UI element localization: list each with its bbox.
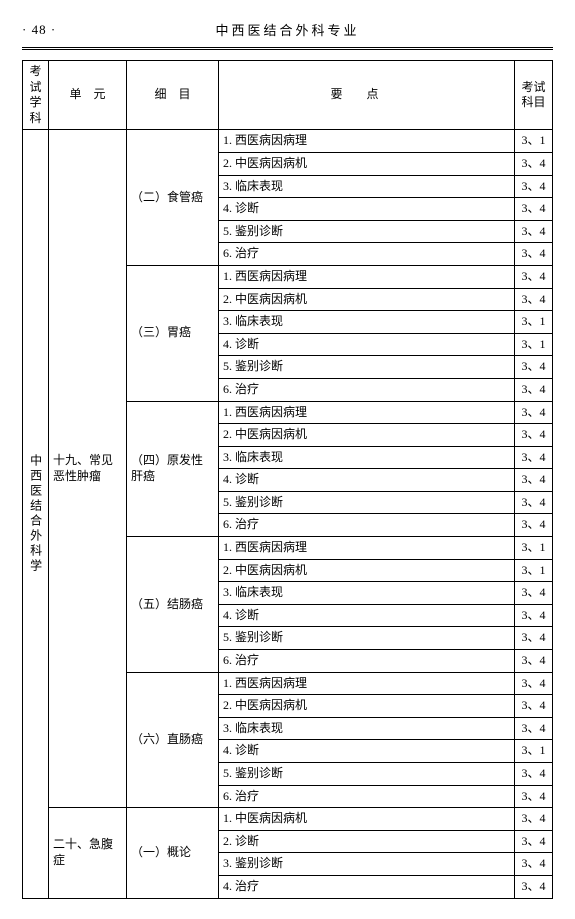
page-number: · 48 · bbox=[22, 22, 82, 38]
point-cell: 2. 中医病因病机 bbox=[219, 288, 515, 311]
point-cell: 4. 诊断 bbox=[219, 604, 515, 627]
section-cell: （五）结肠癌 bbox=[127, 537, 219, 673]
exam-cell: 3、4 bbox=[515, 627, 553, 650]
point-cell: 5. 鉴别诊断 bbox=[219, 627, 515, 650]
point-cell: 4. 诊断 bbox=[219, 198, 515, 221]
exam-cell: 3、4 bbox=[515, 378, 553, 401]
col-unit: 单 元 bbox=[49, 61, 127, 130]
point-cell: 4. 治疗 bbox=[219, 875, 515, 898]
point-cell: 3. 临床表现 bbox=[219, 311, 515, 334]
unit-cell: 二十、急腹症 bbox=[49, 808, 127, 898]
exam-cell: 3、1 bbox=[515, 311, 553, 334]
point-cell: 3. 临床表现 bbox=[219, 175, 515, 198]
point-cell: 6. 治疗 bbox=[219, 378, 515, 401]
rule-thick bbox=[22, 47, 553, 48]
exam-cell: 3、4 bbox=[515, 265, 553, 288]
point-cell: 1. 中医病因病机 bbox=[219, 808, 515, 831]
point-cell: 1. 西医病因病理 bbox=[219, 265, 515, 288]
section-cell: （四）原发性肝癌 bbox=[127, 401, 219, 537]
exam-cell: 3、4 bbox=[515, 356, 553, 379]
point-cell: 1. 西医病因病理 bbox=[219, 672, 515, 695]
point-cell: 2. 中医病因病机 bbox=[219, 424, 515, 447]
point-cell: 2. 中医病因病机 bbox=[219, 152, 515, 175]
point-cell: 6. 治疗 bbox=[219, 514, 515, 537]
exam-cell: 3、4 bbox=[515, 672, 553, 695]
page: · 48 · 中西医结合外科专业 考试学科 单 元 细 目 要点 考试科目 中西… bbox=[0, 0, 575, 919]
section-cell: （三）胃癌 bbox=[127, 265, 219, 401]
point-cell: 2. 诊断 bbox=[219, 830, 515, 853]
section-cell: （六）直肠癌 bbox=[127, 672, 219, 808]
point-cell: 5. 鉴别诊断 bbox=[219, 491, 515, 514]
point-cell: 6. 治疗 bbox=[219, 785, 515, 808]
subject-label: 中西医结合外科学 bbox=[27, 454, 43, 574]
header-title: 中西医结合外科专业 bbox=[82, 20, 553, 39]
col-section: 细 目 bbox=[127, 61, 219, 130]
point-cell: 5. 鉴别诊断 bbox=[219, 763, 515, 786]
table-header-row: 考试学科 单 元 细 目 要点 考试科目 bbox=[23, 61, 553, 130]
exam-cell: 3、1 bbox=[515, 333, 553, 356]
rule-thin bbox=[22, 49, 553, 50]
exam-cell: 3、4 bbox=[515, 763, 553, 786]
point-cell: 1. 西医病因病理 bbox=[219, 130, 515, 153]
exam-cell: 3、4 bbox=[515, 401, 553, 424]
col-point: 要点 bbox=[219, 61, 515, 130]
exam-cell: 3、4 bbox=[515, 288, 553, 311]
section-cell: （二）食管癌 bbox=[127, 130, 219, 266]
exam-cell: 3、4 bbox=[515, 152, 553, 175]
exam-cell: 3、4 bbox=[515, 469, 553, 492]
exam-cell: 3、4 bbox=[515, 446, 553, 469]
point-cell: 1. 西医病因病理 bbox=[219, 401, 515, 424]
page-header: · 48 · 中西医结合外科专业 bbox=[22, 20, 553, 39]
exam-cell: 3、4 bbox=[515, 830, 553, 853]
exam-cell: 3、4 bbox=[515, 717, 553, 740]
exam-cell: 3、4 bbox=[515, 875, 553, 898]
exam-cell: 3、1 bbox=[515, 130, 553, 153]
exam-cell: 3、1 bbox=[515, 740, 553, 763]
point-cell: 3. 临床表现 bbox=[219, 582, 515, 605]
exam-cell: 3、4 bbox=[515, 695, 553, 718]
point-cell: 3. 临床表现 bbox=[219, 717, 515, 740]
exam-cell: 3、1 bbox=[515, 537, 553, 560]
unit-cell: 十九、常见恶性肿瘤 bbox=[49, 130, 127, 808]
exam-cell: 3、4 bbox=[515, 604, 553, 627]
exam-cell: 3、4 bbox=[515, 243, 553, 266]
exam-cell: 3、4 bbox=[515, 582, 553, 605]
exam-cell: 3、4 bbox=[515, 491, 553, 514]
syllabus-table: 考试学科 单 元 细 目 要点 考试科目 中西医结合外科学十九、常见恶性肿瘤（二… bbox=[22, 60, 553, 899]
point-cell: 3. 鉴别诊断 bbox=[219, 853, 515, 876]
point-cell: 2. 中医病因病机 bbox=[219, 559, 515, 582]
table-row: 二十、急腹症（一）概论1. 中医病因病机3、4 bbox=[23, 808, 553, 831]
exam-cell: 3、4 bbox=[515, 220, 553, 243]
col-exam: 考试科目 bbox=[515, 61, 553, 130]
exam-cell: 3、4 bbox=[515, 785, 553, 808]
point-cell: 6. 治疗 bbox=[219, 243, 515, 266]
point-cell: 4. 诊断 bbox=[219, 740, 515, 763]
exam-cell: 3、1 bbox=[515, 559, 553, 582]
point-cell: 3. 临床表现 bbox=[219, 446, 515, 469]
point-cell: 5. 鉴别诊断 bbox=[219, 356, 515, 379]
point-cell: 1. 西医病因病理 bbox=[219, 537, 515, 560]
col-subject: 考试学科 bbox=[23, 61, 49, 130]
point-cell: 4. 诊断 bbox=[219, 469, 515, 492]
exam-cell: 3、4 bbox=[515, 808, 553, 831]
exam-cell: 3、4 bbox=[515, 198, 553, 221]
table-row: 中西医结合外科学十九、常见恶性肿瘤（二）食管癌1. 西医病因病理3、1 bbox=[23, 130, 553, 153]
point-cell: 2. 中医病因病机 bbox=[219, 695, 515, 718]
exam-cell: 3、4 bbox=[515, 175, 553, 198]
point-cell: 5. 鉴别诊断 bbox=[219, 220, 515, 243]
exam-cell: 3、4 bbox=[515, 514, 553, 537]
subject-cell: 中西医结合外科学 bbox=[23, 130, 49, 898]
point-cell: 6. 治疗 bbox=[219, 650, 515, 673]
exam-cell: 3、4 bbox=[515, 650, 553, 673]
point-cell: 4. 诊断 bbox=[219, 333, 515, 356]
section-cell: （一）概论 bbox=[127, 808, 219, 898]
exam-cell: 3、4 bbox=[515, 853, 553, 876]
exam-cell: 3、4 bbox=[515, 424, 553, 447]
